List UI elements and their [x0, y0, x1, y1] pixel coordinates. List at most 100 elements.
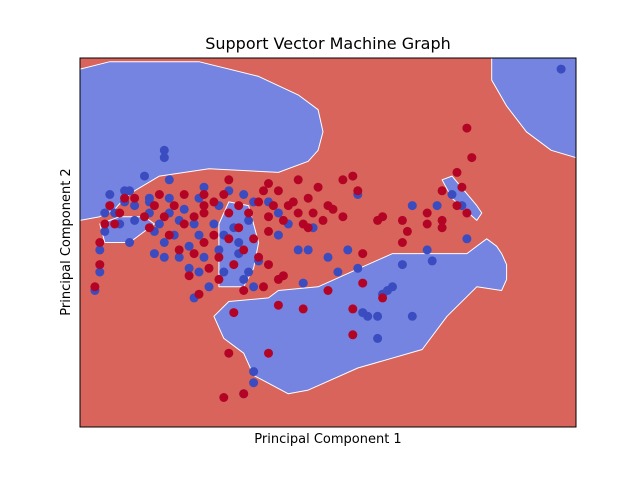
data-point-1-29	[184, 263, 194, 273]
data-point-2-69	[278, 271, 288, 281]
data-point-2-21	[189, 212, 199, 222]
data-point-2-22	[189, 249, 199, 259]
data-point-1-49	[244, 215, 254, 225]
data-point-1-12	[130, 201, 140, 211]
data-point-2-7	[115, 208, 125, 218]
data-point-2-99	[467, 153, 477, 163]
data-point-2-63	[264, 260, 273, 270]
data-point-1-11	[125, 186, 135, 196]
data-point-2-45	[264, 226, 273, 236]
data-point-2-40	[244, 208, 254, 218]
data-point-1-77	[407, 201, 417, 211]
data-point-1-22	[164, 193, 174, 203]
data-point-2-70	[298, 304, 308, 314]
data-point-2-4	[100, 219, 110, 229]
data-point-1-73	[388, 282, 397, 292]
data-point-2-98	[338, 175, 348, 185]
data-point-1-59	[298, 278, 308, 288]
data-point-2-72	[348, 171, 358, 181]
data-point-1-70	[373, 311, 383, 321]
decision-region-2	[491, 58, 576, 159]
data-point-2-89	[328, 204, 338, 214]
data-point-1-47	[239, 274, 249, 284]
data-point-2-18	[179, 190, 189, 199]
data-point-2-30	[214, 274, 224, 284]
data-point-2-41	[249, 234, 259, 244]
data-point-2-33	[224, 208, 234, 218]
data-point-1-91	[159, 252, 169, 262]
data-point-2-24	[199, 208, 209, 218]
data-point-2-35	[229, 260, 239, 270]
data-point-2-37	[234, 223, 244, 233]
data-point-1-42	[219, 267, 229, 277]
data-point-1-3	[95, 245, 105, 255]
data-point-1-76	[427, 256, 437, 266]
data-point-1-13	[140, 171, 149, 181]
data-point-1-20	[159, 153, 169, 163]
data-point-2-9	[130, 193, 140, 203]
data-point-2-80	[402, 226, 412, 236]
data-point-2-43	[254, 252, 264, 262]
data-point-2-81	[422, 219, 432, 229]
data-point-2-92	[452, 167, 462, 177]
data-point-2-25	[199, 201, 209, 211]
data-point-1-58	[293, 245, 303, 255]
data-point-2-19	[179, 219, 189, 229]
data-point-1-74	[397, 260, 407, 270]
data-point-1-2	[95, 267, 105, 277]
data-point-2-49	[278, 215, 288, 225]
data-point-1-63	[333, 267, 343, 277]
data-point-2-91	[437, 186, 447, 196]
data-point-1-39	[214, 245, 224, 255]
data-point-2-93	[422, 208, 432, 218]
data-point-1-19	[159, 145, 169, 155]
data-point-2-94	[293, 175, 303, 185]
data-point-2-73	[358, 249, 368, 259]
data-point-2-38	[239, 286, 249, 295]
data-point-1-90	[149, 249, 159, 259]
data-point-2-85	[462, 208, 472, 218]
data-point-1-35	[199, 182, 209, 192]
data-point-2-87	[378, 293, 388, 303]
data-point-1-84	[249, 378, 259, 388]
data-point-1-36	[199, 252, 209, 262]
data-point-2-79	[397, 238, 407, 247]
data-point-2-31	[214, 252, 224, 262]
data-point-1-89	[125, 238, 135, 247]
data-point-2-61	[273, 300, 283, 310]
data-point-1-45	[234, 238, 244, 247]
data-point-2-71	[338, 212, 348, 222]
data-point-2-16	[169, 201, 179, 211]
data-point-2-51	[288, 197, 298, 207]
data-point-1-75	[407, 311, 417, 321]
data-point-1-83	[249, 367, 259, 377]
data-point-2-66	[219, 393, 229, 402]
data-point-1-6	[105, 190, 115, 199]
data-point-2-101	[264, 348, 273, 358]
data-point-2-32	[219, 190, 229, 199]
data-point-2-82	[437, 215, 447, 225]
data-point-1-60	[303, 245, 313, 255]
data-point-2-54	[303, 223, 313, 233]
data-point-1-69	[373, 333, 383, 343]
data-point-2-64	[229, 308, 239, 318]
data-point-2-3	[95, 238, 105, 247]
data-point-2-17	[174, 245, 184, 255]
data-point-1-27	[179, 204, 189, 214]
data-point-2-15	[164, 230, 174, 240]
data-point-2-6	[110, 219, 120, 229]
data-point-2-68	[259, 282, 268, 292]
data-point-2-65	[224, 348, 234, 358]
data-point-2-10	[140, 212, 149, 222]
data-point-2-8	[120, 193, 130, 203]
data-point-2-47	[268, 201, 278, 211]
data-point-2-36	[234, 201, 244, 211]
data-point-1-66	[353, 263, 363, 273]
data-point-1-64	[343, 245, 353, 255]
data-point-1-78	[432, 201, 442, 211]
data-points	[90, 64, 566, 402]
data-point-1-86	[556, 64, 566, 74]
data-point-1-30	[189, 219, 199, 229]
data-point-1-17	[154, 219, 164, 229]
data-point-2-95	[264, 179, 273, 188]
